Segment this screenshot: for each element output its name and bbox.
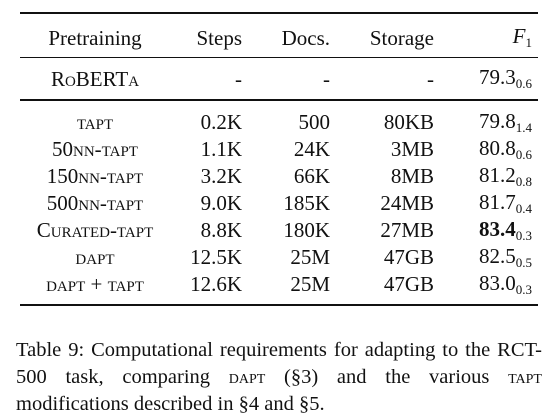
table-row: 50nn-tapt 1.1K 24K 3MB 80.80.6	[20, 136, 538, 163]
row-f1-value: 82.5	[479, 244, 516, 268]
row-f1: 82.50.5	[434, 244, 538, 271]
row-f1-best: 83.40.3	[434, 217, 538, 244]
row-f1: 79.81.4	[434, 100, 538, 136]
table-row: tapt 0.2K 500 80KB 79.81.4	[20, 100, 538, 136]
row-storage: 80KB	[383, 110, 434, 134]
row-steps: 12.6K	[190, 272, 242, 296]
row-docs: 25M	[290, 272, 330, 296]
caption-text-1: Table 9: Computational requirements for …	[16, 338, 542, 388]
row-f1-value: 83.0	[479, 271, 516, 295]
computational-requirements-table: Pretraining Steps Docs. Storage F1 RoBER…	[20, 12, 538, 306]
row-docs: 66K	[293, 164, 330, 188]
row-name: dapt	[75, 245, 115, 269]
row-f1-std: 0.6	[515, 147, 532, 162]
row-f1-std: 0.3	[515, 228, 532, 243]
header-f1: F1	[434, 13, 538, 58]
row-f1: 81.20.8	[434, 163, 538, 190]
row-f1: 80.80.6	[434, 136, 538, 163]
row-docs: 24K	[293, 137, 330, 161]
row-name: RoBERTa	[50, 66, 140, 91]
row-name: Curated-tapt	[36, 218, 154, 242]
row-docs: 25M	[290, 245, 330, 269]
row-steps: 3.2K	[200, 164, 242, 188]
row-f1-value: 81.7	[479, 190, 516, 214]
row-steps: 12.5K	[190, 245, 242, 269]
row-name: 500nn-tapt	[46, 191, 144, 215]
row-docs: 180K	[283, 218, 330, 242]
caption-text-2: (§3) and the various	[265, 365, 509, 388]
header-pretraining: Pretraining	[48, 25, 142, 50]
row-f1-std: 0.5	[515, 255, 532, 270]
caption-dapt: dapt	[228, 365, 266, 388]
row-steps: 9.0K	[200, 191, 242, 215]
row-f1-value: 79.3	[479, 65, 516, 89]
header-docs: Docs.	[281, 25, 330, 50]
row-f1: 81.70.4	[434, 190, 538, 217]
row-f1-std: 0.6	[515, 76, 532, 91]
header-storage: Storage	[369, 25, 434, 50]
row-f1-std: 0.8	[515, 174, 532, 189]
row-steps: 8.8K	[200, 218, 242, 242]
row-storage: 27MB	[380, 218, 434, 242]
row-f1-value: 83.4	[479, 217, 516, 241]
row-steps: 1.1K	[200, 137, 242, 161]
row-f1-value: 79.8	[479, 109, 516, 133]
row-docs: 185K	[283, 191, 330, 215]
row-f1: 83.00.3	[434, 271, 538, 305]
row-storage: 47GB	[383, 245, 434, 269]
row-f1-std: 0.4	[515, 201, 532, 216]
table-row-roberta: RoBERTa - - - 79.30.6	[20, 57, 538, 101]
row-docs: -	[323, 66, 330, 91]
table-row: 150nn-tapt 3.2K 66K 8MB 81.20.8	[20, 163, 538, 190]
row-steps: -	[235, 66, 242, 91]
row-name: tapt	[76, 110, 114, 134]
caption-text-3: modifications described in §4 and §5.	[16, 392, 325, 415]
table-row: Curated-tapt 8.8K 180K 27MB 83.40.3	[20, 217, 538, 244]
row-docs: 500	[298, 110, 331, 134]
row-storage: -	[427, 66, 434, 91]
header-f1-subscript: 1	[525, 35, 533, 50]
table-header-row: Pretraining Steps Docs. Storage F1	[20, 13, 538, 58]
row-f1-value: 81.2	[479, 163, 516, 187]
row-storage: 8MB	[390, 164, 434, 188]
row-f1-std: 0.3	[515, 282, 532, 297]
row-name: dapt + tapt	[46, 272, 144, 296]
row-f1: 79.30.6	[434, 58, 538, 101]
row-storage: 24MB	[380, 191, 434, 215]
row-steps: 0.2K	[200, 110, 242, 134]
table-row: dapt 12.5K 25M 47GB 82.50.5	[20, 244, 538, 271]
row-f1-value: 80.8	[479, 136, 516, 160]
row-storage: 3MB	[390, 137, 434, 161]
row-storage: 47GB	[383, 272, 434, 296]
table-row: 500nn-tapt 9.0K 185K 24MB 81.70.4	[20, 190, 538, 217]
row-name: 50nn-tapt	[52, 137, 138, 161]
header-f1-main: F	[512, 24, 526, 48]
caption-tapt: tapt	[508, 365, 542, 388]
row-name: 150nn-tapt	[46, 164, 144, 188]
header-steps: Steps	[196, 25, 242, 50]
table-caption: Table 9: Computational requirements for …	[16, 337, 542, 418]
row-f1-std: 1.4	[515, 120, 532, 135]
table-row: dapt + tapt 12.6K 25M 47GB 83.00.3	[20, 271, 538, 305]
